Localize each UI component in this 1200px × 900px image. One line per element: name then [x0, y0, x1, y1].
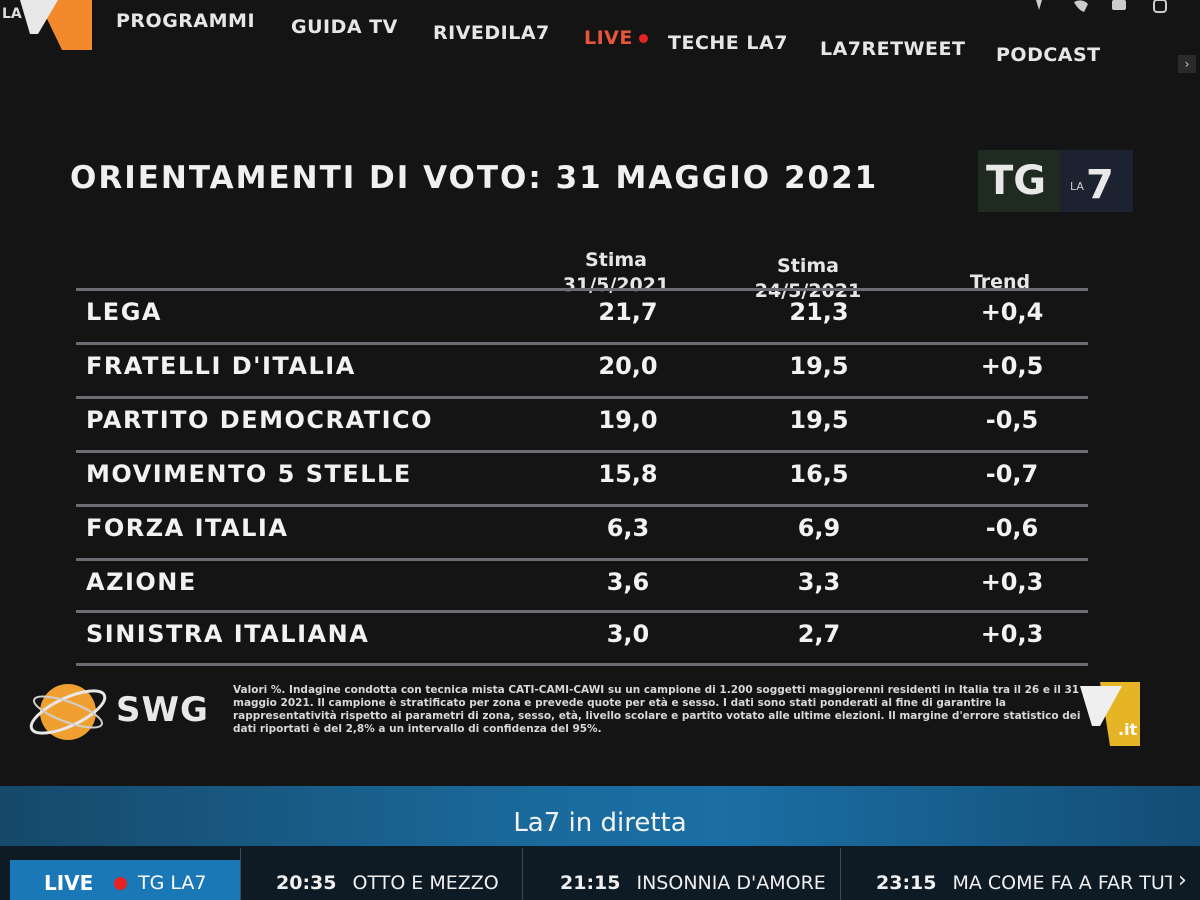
schedule-time: 20:35 — [276, 872, 337, 894]
nav-la7retweet[interactable]: LA7RETWEET — [820, 38, 966, 60]
la7-it-logo: .it — [1070, 682, 1150, 746]
column-header-trend: Trend — [940, 270, 1060, 295]
youtube-icon — [1112, 0, 1126, 10]
value-current: 15,8 — [598, 460, 658, 488]
nav-guida-tv[interactable]: GUIDA TV — [291, 16, 398, 38]
column-header-trend-line1: Trend — [969, 271, 1031, 293]
live-dot-icon — [114, 877, 127, 890]
schedule-show: MA COME FA A FAR TUTTO — [952, 872, 1172, 894]
methodology-note: Valori %. Indagine condotta con tecnica … — [233, 684, 1081, 735]
twitter-icon — [1074, 0, 1088, 13]
nav-podcast[interactable]: PODCAST — [996, 44, 1101, 66]
table-row: FORZA ITALIA 6,3 6,9 -0,6 — [76, 504, 1088, 556]
la7-it-suffix: .it — [1118, 720, 1138, 739]
schedule-time: 21:15 — [560, 872, 621, 894]
value-current: 19,0 — [598, 406, 658, 434]
party-name: FRATELLI D'ITALIA — [86, 352, 356, 380]
row-separator — [76, 450, 1088, 453]
value-previous: 19,5 — [789, 352, 849, 380]
nav-live[interactable]: LIVE — [584, 27, 648, 49]
nav-live-label: LIVE — [584, 27, 633, 49]
facebook-icon — [1036, 0, 1042, 10]
schedule-show: INSONNIA D'AMORE — [636, 872, 826, 894]
value-previous: 21,3 — [789, 298, 849, 326]
svg-text:LA: LA — [1070, 180, 1084, 193]
column-header-previous: Stima 24/5/2021 — [738, 254, 878, 304]
schedule-item[interactable]: 23:15 MA COME FA A FAR TUTTO — [876, 872, 1172, 894]
schedule-time: 23:15 — [876, 872, 937, 894]
swg-globe-icon — [29, 684, 107, 740]
live-banner-title[interactable]: La7 in diretta — [513, 808, 687, 838]
table-row: MOVIMENTO 5 STELLE 15,8 16,5 -0,7 — [76, 450, 1088, 502]
party-name: AZIONE — [86, 568, 197, 596]
row-separator — [76, 610, 1088, 613]
table-row: LEGA 21,7 21,3 +0,4 — [76, 288, 1088, 340]
party-name: MOVIMENTO 5 STELLE — [86, 460, 412, 488]
value-trend: +0,4 — [980, 298, 1044, 326]
value-current: 6,3 — [606, 514, 650, 542]
tg-la7-logo: TG LA 7 — [978, 150, 1133, 212]
value-previous: 16,5 — [789, 460, 849, 488]
party-name: FORZA ITALIA — [86, 514, 289, 542]
schedule-divider — [240, 848, 241, 900]
value-previous: 6,9 — [797, 514, 841, 542]
row-separator — [76, 558, 1088, 561]
chevron-right-icon[interactable]: › — [1178, 868, 1187, 893]
schedule-item[interactable]: 21:15 INSONNIA D'AMORE — [560, 872, 826, 894]
schedule-show: OTTO E MEZZO — [352, 872, 499, 894]
value-current: 3,6 — [606, 568, 650, 596]
value-previous: 2,7 — [797, 620, 841, 648]
table-row: PARTITO DEMOCRATICO 19,0 19,5 -0,5 — [76, 396, 1088, 448]
column-header-previous-line1: Stima — [777, 255, 839, 277]
live-dot-icon — [638, 34, 648, 43]
row-separator — [76, 342, 1088, 345]
la7-logo[interactable]: LA — [0, 0, 92, 50]
value-trend: +0,3 — [980, 620, 1044, 648]
social-icons — [1036, 0, 1167, 13]
party-name: SINISTRA ITALIANA — [86, 620, 370, 648]
row-separator — [76, 663, 1088, 666]
party-name: PARTITO DEMOCRATICO — [86, 406, 434, 434]
nav-rivedila7[interactable]: RIVEDILA7 — [433, 22, 550, 44]
party-name: LEGA — [86, 298, 162, 326]
row-separator — [76, 396, 1088, 399]
table-row: AZIONE 3,6 3,3 +0,3 — [76, 558, 1088, 610]
table-row: FRATELLI D'ITALIA 20,0 19,5 +0,5 — [76, 342, 1088, 394]
la7-it-logo-graphic — [1080, 682, 1140, 746]
column-header-previous-line2: 24/5/2021 — [754, 280, 862, 302]
schedule-divider — [840, 848, 841, 900]
value-trend: -0,5 — [985, 406, 1039, 434]
column-header-current-line1: Stima — [585, 249, 647, 271]
value-current: 21,7 — [598, 298, 658, 326]
value-trend: +0,3 — [980, 568, 1044, 596]
schedule-item[interactable]: 20:35 OTTO E MEZZO — [276, 872, 499, 894]
swg-logo-text: SWG — [116, 690, 209, 730]
value-trend: +0,5 — [980, 352, 1044, 380]
value-current: 3,0 — [606, 620, 650, 648]
poll-title: ORIENTAMENTI DI VOTO: 31 MAGGIO 2021 — [70, 160, 879, 196]
instagram-icon — [1153, 0, 1167, 13]
value-current: 20,0 — [598, 352, 658, 380]
table-row: SINISTRA ITALIANA 3,0 2,7 +0,3 — [76, 610, 1088, 662]
svg-text:LA: LA — [2, 6, 22, 22]
value-previous: 19,5 — [789, 406, 849, 434]
nav-programmi[interactable]: PROGRAMMI — [116, 10, 256, 32]
top-navigation: LA PROGRAMMI GUIDA TV RIVEDILA7 LIVE TEC… — [0, 0, 1200, 88]
row-separator — [76, 504, 1088, 507]
svg-text:TG: TG — [986, 158, 1046, 204]
scroll-right-arrow-icon[interactable]: › — [1178, 55, 1196, 73]
nav-teche-la7[interactable]: TECHE LA7 — [668, 32, 788, 54]
svg-text:7: 7 — [1086, 162, 1114, 208]
value-trend: -0,6 — [985, 514, 1039, 542]
value-trend: -0,7 — [985, 460, 1039, 488]
row-separator — [76, 288, 1088, 291]
schedule-live-show: TG LA7 — [138, 872, 207, 894]
schedule-divider — [522, 848, 523, 900]
schedule-live-label: LIVE — [44, 871, 94, 895]
value-previous: 3,3 — [797, 568, 841, 596]
